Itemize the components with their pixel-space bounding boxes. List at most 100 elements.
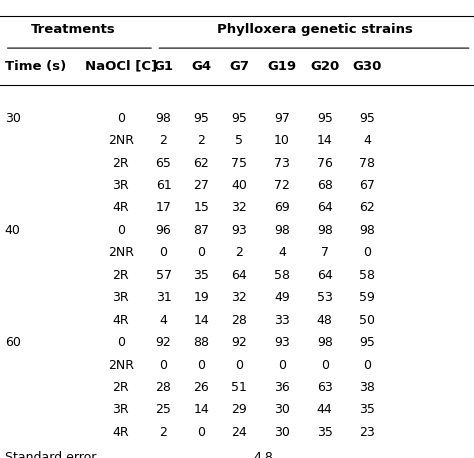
- Text: 65: 65: [155, 157, 172, 169]
- Text: 28: 28: [231, 314, 247, 327]
- Text: 95: 95: [317, 112, 333, 125]
- Text: 50: 50: [359, 314, 375, 327]
- Text: 92: 92: [231, 336, 247, 349]
- Text: 36: 36: [274, 381, 290, 394]
- Text: 63: 63: [317, 381, 333, 394]
- Text: 4: 4: [160, 314, 167, 327]
- Text: 2: 2: [160, 426, 167, 439]
- Text: 57: 57: [155, 269, 172, 282]
- Text: 33: 33: [274, 314, 290, 327]
- Text: 64: 64: [317, 202, 333, 214]
- Text: 95: 95: [193, 112, 210, 125]
- Text: 4R: 4R: [112, 202, 129, 214]
- Text: 5: 5: [236, 134, 243, 147]
- Text: 10: 10: [274, 134, 290, 147]
- Text: 98: 98: [359, 224, 375, 237]
- Text: 95: 95: [359, 336, 375, 349]
- Text: 44: 44: [317, 403, 333, 416]
- Text: 95: 95: [359, 112, 375, 125]
- Text: 3R: 3R: [112, 179, 129, 192]
- Text: 4R: 4R: [112, 426, 129, 439]
- Text: 26: 26: [193, 381, 210, 394]
- Text: 98: 98: [274, 224, 290, 237]
- Text: 53: 53: [317, 291, 333, 304]
- Text: 0: 0: [117, 224, 125, 237]
- Text: 4: 4: [278, 246, 286, 259]
- Text: 7: 7: [321, 246, 328, 259]
- Text: 0: 0: [198, 359, 205, 371]
- Text: 59: 59: [359, 291, 375, 304]
- Text: 49: 49: [274, 291, 290, 304]
- Text: 32: 32: [231, 291, 247, 304]
- Text: 4.8: 4.8: [253, 451, 273, 458]
- Text: G7: G7: [229, 60, 249, 73]
- Text: 17: 17: [155, 202, 172, 214]
- Text: 98: 98: [155, 112, 172, 125]
- Text: 24: 24: [231, 426, 247, 439]
- Text: 23: 23: [359, 426, 375, 439]
- Text: 61: 61: [155, 179, 172, 192]
- Text: 30: 30: [5, 112, 20, 125]
- Text: 4: 4: [364, 134, 371, 147]
- Text: 88: 88: [193, 336, 210, 349]
- Text: 14: 14: [193, 314, 210, 327]
- Text: 48: 48: [317, 314, 333, 327]
- Text: 15: 15: [193, 202, 210, 214]
- Text: 96: 96: [155, 224, 172, 237]
- Text: 38: 38: [359, 381, 375, 394]
- Text: G4: G4: [191, 60, 211, 73]
- Text: Phylloxera genetic strains: Phylloxera genetic strains: [217, 23, 413, 36]
- Text: 0: 0: [364, 246, 371, 259]
- Text: 76: 76: [317, 157, 333, 169]
- Text: 93: 93: [231, 224, 247, 237]
- Text: 2: 2: [198, 134, 205, 147]
- Text: 30: 30: [274, 426, 290, 439]
- Text: 2: 2: [160, 134, 167, 147]
- Text: 2R: 2R: [112, 381, 129, 394]
- Text: 27: 27: [193, 179, 210, 192]
- Text: 0: 0: [117, 112, 125, 125]
- Text: 35: 35: [359, 403, 375, 416]
- Text: 73: 73: [274, 157, 290, 169]
- Text: 2R: 2R: [112, 269, 129, 282]
- Text: 0: 0: [364, 359, 371, 371]
- Text: 2R: 2R: [112, 157, 129, 169]
- Text: 2NR: 2NR: [108, 359, 134, 371]
- Text: 14: 14: [193, 403, 210, 416]
- Text: 93: 93: [274, 336, 290, 349]
- Text: 3R: 3R: [112, 403, 129, 416]
- Text: 78: 78: [359, 157, 375, 169]
- Text: 0: 0: [198, 246, 205, 259]
- Text: 2NR: 2NR: [108, 134, 134, 147]
- Text: 29: 29: [231, 403, 247, 416]
- Text: 19: 19: [193, 291, 210, 304]
- Text: 25: 25: [155, 403, 172, 416]
- Text: 35: 35: [317, 426, 333, 439]
- Text: 75: 75: [231, 157, 247, 169]
- Text: 0: 0: [321, 359, 328, 371]
- Text: NaOCl [C]: NaOCl [C]: [85, 60, 157, 73]
- Text: 60: 60: [5, 336, 20, 349]
- Text: 92: 92: [155, 336, 172, 349]
- Text: G30: G30: [353, 60, 382, 73]
- Text: 14: 14: [317, 134, 333, 147]
- Text: G1: G1: [154, 60, 173, 73]
- Text: 0: 0: [160, 359, 167, 371]
- Text: G19: G19: [267, 60, 297, 73]
- Text: 62: 62: [193, 157, 210, 169]
- Text: 35: 35: [193, 269, 210, 282]
- Text: 68: 68: [317, 179, 333, 192]
- Text: 87: 87: [193, 224, 210, 237]
- Text: 0: 0: [160, 246, 167, 259]
- Text: 30: 30: [274, 403, 290, 416]
- Text: 31: 31: [155, 291, 172, 304]
- Text: 64: 64: [231, 269, 247, 282]
- Text: 3R: 3R: [112, 291, 129, 304]
- Text: 0: 0: [198, 426, 205, 439]
- Text: 58: 58: [274, 269, 290, 282]
- Text: 97: 97: [274, 112, 290, 125]
- Text: 32: 32: [231, 202, 247, 214]
- Text: 40: 40: [5, 224, 20, 237]
- Text: 0: 0: [278, 359, 286, 371]
- Text: 2NR: 2NR: [108, 246, 134, 259]
